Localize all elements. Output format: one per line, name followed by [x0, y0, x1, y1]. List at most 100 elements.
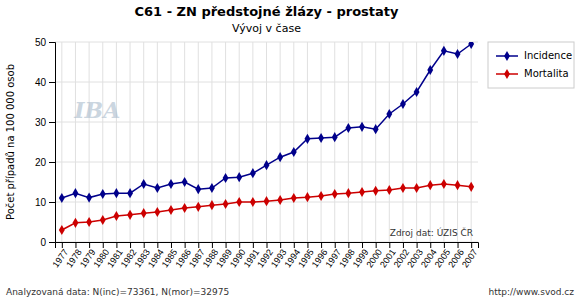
series-marker	[277, 152, 283, 162]
grid-line-x	[443, 42, 444, 242]
grid-line-x	[362, 42, 363, 242]
series-marker	[236, 172, 242, 182]
chart: 1977197819791980198119821983198419851986…	[0, 0, 580, 300]
y-tick-label: 20	[35, 157, 47, 168]
series-marker	[455, 180, 461, 190]
series-marker	[264, 160, 270, 170]
series-marker	[427, 65, 433, 75]
series-marker	[141, 179, 147, 189]
x-tick-mark	[430, 242, 431, 248]
footer-left: Analyzovaná data: N(inc)=73361, N(mor)=3…	[6, 287, 229, 297]
series-marker	[386, 185, 392, 195]
y-tick: 30	[35, 117, 55, 128]
y-tick: 20	[35, 157, 55, 168]
series-marker	[414, 87, 420, 97]
grid-line-x	[457, 42, 458, 242]
series-marker	[168, 179, 174, 189]
series-marker	[359, 122, 365, 132]
x-tick-mark	[226, 242, 227, 248]
series-marker	[359, 187, 365, 197]
x-tick-mark	[348, 242, 349, 248]
series-marker	[291, 193, 297, 203]
grid-line-x	[102, 42, 103, 242]
grid-line-x	[402, 42, 403, 242]
watermark: IBA	[73, 97, 120, 123]
grid-line-x	[293, 42, 294, 242]
x-tick-mark	[157, 242, 158, 248]
series-marker	[127, 188, 133, 198]
x-tick-mark	[198, 242, 199, 248]
marks	[59, 42, 474, 235]
grid-line-x	[198, 42, 199, 242]
grid-line-x	[471, 42, 472, 242]
series-marker	[100, 215, 106, 225]
series-marker	[86, 193, 92, 203]
y-tick-mark	[49, 42, 55, 43]
grid-line-y	[55, 82, 478, 83]
series-marker	[373, 124, 379, 134]
legend-box	[488, 42, 574, 88]
series-marker	[154, 183, 160, 193]
series-marker	[468, 42, 474, 49]
y-tick-mark	[49, 82, 55, 83]
x-tick-mark	[116, 242, 117, 248]
grid-line-x	[252, 42, 253, 242]
series-marker	[318, 191, 324, 201]
y-tick-mark	[49, 162, 55, 163]
grid-line-x	[61, 42, 62, 242]
series-marker	[100, 189, 106, 199]
footer-right: http://www.svod.cz	[489, 287, 575, 297]
series-marker	[127, 210, 133, 220]
series-marker	[264, 196, 270, 206]
series-marker	[236, 197, 242, 207]
legend-marker	[504, 51, 510, 61]
legend-item: Incidence	[496, 50, 572, 61]
x-tick-mark	[444, 242, 445, 248]
series-marker	[182, 203, 188, 213]
x-tick-mark	[376, 242, 377, 248]
series-marker	[468, 182, 474, 192]
y-axis: 01020304050	[35, 37, 56, 248]
series-marker	[427, 180, 433, 190]
x-tick-mark	[335, 242, 336, 248]
series-marker	[141, 208, 147, 218]
y-tick-label: 0	[40, 237, 46, 248]
x-tick-mark	[471, 242, 472, 248]
series-marker	[154, 207, 160, 217]
series-marker	[113, 188, 119, 198]
y-tick-label: 50	[35, 37, 47, 48]
grid-line-x	[266, 42, 267, 242]
series-marker	[414, 183, 420, 193]
series-marker	[277, 195, 283, 205]
series-marker	[304, 134, 310, 144]
series-marker	[345, 123, 351, 133]
x-tick-mark	[62, 242, 63, 248]
series-marker	[373, 186, 379, 196]
x-tick-mark	[458, 242, 459, 248]
x-tick-mark	[403, 242, 404, 248]
y-tick-mark	[49, 242, 55, 243]
x-axis-line	[56, 243, 479, 249]
source-text: Zdroj dat: ÚZIS ČR	[390, 227, 473, 238]
grid-line-x	[75, 42, 76, 242]
x-tick-mark	[389, 242, 390, 248]
x-tick-mark	[103, 242, 104, 248]
y-tick: 50	[35, 37, 55, 48]
x-tick-mark	[239, 242, 240, 248]
series-marker	[182, 177, 188, 187]
title: C61 - ZN předstojné žlázy - prostaty	[134, 4, 399, 19]
series-marker	[250, 197, 256, 207]
series-marker	[195, 184, 201, 194]
y-tick: 40	[35, 77, 55, 88]
grid-line-x	[211, 42, 212, 242]
x-tick: 2007	[460, 242, 480, 269]
y-tick: 0	[40, 237, 55, 248]
x-tick-mark	[171, 242, 172, 248]
series-marker	[73, 218, 79, 228]
legend-label: Mortalita	[524, 68, 569, 79]
legend-marker	[504, 69, 510, 79]
series-marker	[73, 188, 79, 198]
y-axis-title: Počet případů na 100 000 osob	[5, 64, 16, 220]
grid-line-x	[375, 42, 376, 242]
series-marker	[209, 183, 215, 193]
